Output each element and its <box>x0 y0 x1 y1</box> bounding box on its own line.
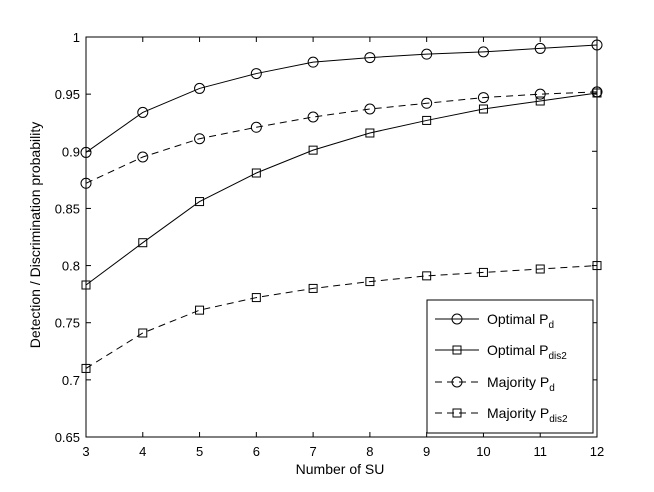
data-point-series-4 <box>365 277 375 287</box>
data-point-series-2 <box>535 96 545 106</box>
data-point-series-3 <box>421 97 433 109</box>
data-point-series-2 <box>365 128 375 138</box>
data-point-series-1 <box>194 82 206 94</box>
x-tick-label: 9 <box>423 444 430 459</box>
series-line-1 <box>85 44 598 153</box>
legend-marker-2 <box>452 345 462 355</box>
x-tick-label: 3 <box>82 444 89 459</box>
y-tick-label: 0.7 <box>62 373 80 388</box>
data-point-series-2 <box>308 145 318 155</box>
data-point-series-4 <box>81 363 91 373</box>
data-point-series-3 <box>250 121 262 133</box>
data-point-series-2 <box>478 104 488 114</box>
data-point-series-2 <box>138 238 148 248</box>
legend-marker-4 <box>452 408 462 418</box>
x-tick-label: 4 <box>139 444 146 459</box>
x-axis-title: Number of SU <box>296 461 385 477</box>
data-point-series-1 <box>591 39 603 51</box>
y-tick-label: 0.95 <box>55 87 80 102</box>
data-point-series-1 <box>364 52 376 64</box>
y-tick-label: 0.8 <box>62 259 80 274</box>
data-point-series-3 <box>534 88 546 100</box>
data-point-series-4 <box>138 328 148 338</box>
data-point-series-4 <box>592 261 602 271</box>
series-line-4 <box>85 265 598 369</box>
x-tick-label: 5 <box>196 444 203 459</box>
data-point-series-2 <box>422 115 432 125</box>
legend-label-2: Optimal Pdis2 <box>487 342 567 362</box>
data-point-series-3 <box>307 111 319 123</box>
data-point-series-1 <box>421 48 433 60</box>
data-point-series-2 <box>81 280 91 290</box>
legend-label-subscript: d <box>548 320 554 331</box>
y-tick-label: 0.65 <box>55 430 80 445</box>
axes-frame <box>85 36 598 438</box>
data-point-series-3 <box>194 133 206 145</box>
data-point-series-4 <box>251 293 261 303</box>
x-tick-label: 8 <box>366 444 373 459</box>
y-tick-label: 0.9 <box>62 144 80 159</box>
data-point-series-3 <box>137 151 149 163</box>
x-tick-label: 12 <box>590 444 604 459</box>
data-point-series-1 <box>137 106 149 118</box>
x-tick-label: 6 <box>253 444 260 459</box>
plot-area: 3 4 5 6 7 8 9 10 11 12 0.65 0.7 0.75 0.8 0.85 0.9 0.95 1 O… <box>55 30 605 459</box>
legend-marker-3 <box>451 376 463 388</box>
data-point-series-3 <box>477 92 489 104</box>
x-tick-label: 10 <box>476 444 490 459</box>
data-point-series-1 <box>534 42 546 54</box>
data-point-series-4 <box>478 267 488 277</box>
data-point-series-3 <box>591 86 603 98</box>
legend-label-4: Majority Pdis2 <box>487 405 568 425</box>
data-point-series-1 <box>250 68 262 80</box>
legend-label-subscript: dis2 <box>548 351 567 362</box>
legend-label-subscript: dis2 <box>549 414 568 425</box>
y-axis-title: Detection / Discrimination probability <box>27 122 43 348</box>
legend-label-3: Majority Pd <box>487 374 555 394</box>
x-tick-label: 7 <box>309 444 316 459</box>
data-point-series-1 <box>477 46 489 58</box>
data-point-series-4 <box>422 271 432 281</box>
data-point-series-4 <box>308 283 318 293</box>
legend-box <box>426 299 594 434</box>
legend-label-1: Optimal Pd <box>487 311 554 331</box>
data-point-series-2 <box>251 168 261 178</box>
data-point-series-3 <box>80 177 92 189</box>
data-point-series-2 <box>195 197 205 207</box>
data-point-series-4 <box>195 305 205 315</box>
y-tick-label: 0.85 <box>55 201 80 216</box>
data-point-series-1 <box>80 146 92 158</box>
data-point-series-1 <box>307 56 319 68</box>
legend-marker-1 <box>451 313 463 325</box>
y-tick-label: 1 <box>73 30 80 45</box>
data-point-series-4 <box>535 264 545 274</box>
data-point-series-3 <box>364 103 376 115</box>
y-tick-label: 0.75 <box>55 316 80 331</box>
legend-label-subscript: d <box>549 383 555 394</box>
x-tick-label: 11 <box>533 444 547 459</box>
series-line-3 <box>85 91 598 184</box>
series-line-2 <box>85 92 598 286</box>
